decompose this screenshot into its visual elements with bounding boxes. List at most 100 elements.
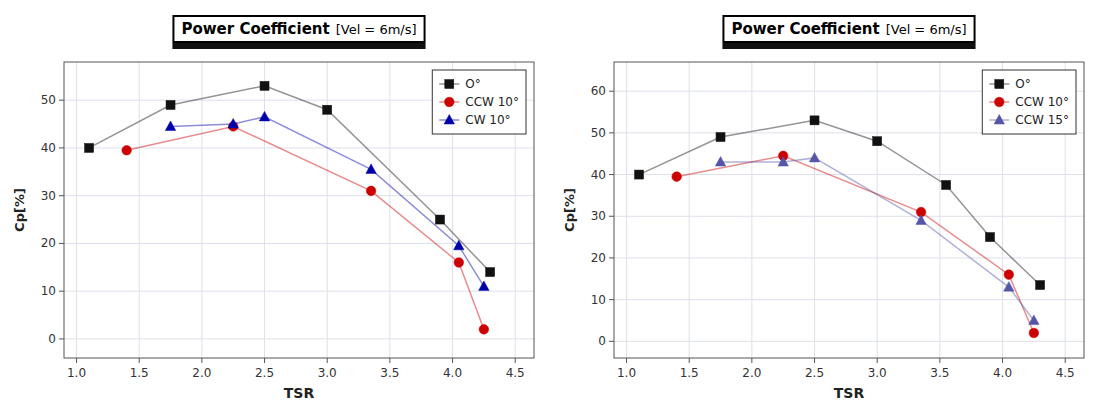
tick-label: 3.5 bbox=[380, 366, 399, 380]
data-point bbox=[942, 180, 951, 189]
tick-label: 2.5 bbox=[255, 366, 274, 380]
legend-item: O° bbox=[989, 77, 1030, 91]
data-point bbox=[1004, 282, 1014, 292]
legend-item: O° bbox=[439, 77, 480, 91]
tick-label: 10 bbox=[41, 284, 56, 298]
data-point bbox=[366, 186, 376, 196]
tick-mark bbox=[59, 100, 64, 101]
legend-marker bbox=[444, 115, 454, 125]
tick-mark bbox=[609, 216, 614, 217]
tick-label: 4.5 bbox=[506, 366, 525, 380]
tick-mark bbox=[751, 358, 752, 363]
data-point bbox=[1036, 281, 1045, 290]
data-point bbox=[810, 116, 819, 125]
data-point bbox=[454, 240, 464, 250]
legend-box bbox=[982, 70, 1076, 134]
grid-line bbox=[64, 291, 534, 292]
tick-label: 40 bbox=[591, 168, 606, 182]
panel: 1.01.52.02.53.03.54.04.50102030405060TSR… bbox=[562, 16, 1084, 401]
tick-label: 4.5 bbox=[1056, 366, 1075, 380]
tick-label: 2.0 bbox=[742, 366, 761, 380]
grid-line bbox=[389, 62, 390, 358]
tick-label: 0 bbox=[598, 334, 606, 348]
tick-mark bbox=[389, 358, 390, 363]
subtitle-text: [Vel = 6m/s] bbox=[886, 22, 967, 37]
grid-line bbox=[64, 195, 534, 196]
tick-mark bbox=[59, 291, 64, 292]
tick-mark bbox=[327, 358, 328, 363]
tick-label: 20 bbox=[591, 251, 606, 265]
series-line bbox=[677, 156, 1034, 333]
tick-mark bbox=[626, 358, 627, 363]
grid-line bbox=[939, 62, 940, 358]
tick-label: 20 bbox=[41, 236, 56, 250]
data-point bbox=[716, 133, 725, 142]
y-axis-label: Cp[%] bbox=[12, 188, 27, 232]
tick-label: 60 bbox=[591, 84, 606, 98]
title-group: Power Coefficient[Vel = 6m/s] bbox=[172, 16, 425, 49]
tick-mark bbox=[264, 358, 265, 363]
tick-label: 4.0 bbox=[443, 366, 462, 380]
data-point bbox=[454, 258, 464, 268]
plot-frame bbox=[614, 62, 1084, 358]
grid-line bbox=[614, 341, 1084, 342]
tick-mark bbox=[609, 91, 614, 92]
grid-line bbox=[877, 62, 878, 358]
data-point bbox=[85, 143, 94, 152]
tick-mark bbox=[689, 358, 690, 363]
data-point bbox=[479, 325, 489, 335]
tick-label: 2.5 bbox=[805, 366, 824, 380]
legend-label: CCW 10° bbox=[1015, 95, 1069, 109]
tick-label: 10 bbox=[591, 293, 606, 307]
subtitle-text: [Vel = 6m/s] bbox=[336, 22, 417, 37]
title-box bbox=[723, 16, 974, 42]
legend-label: O° bbox=[465, 77, 480, 91]
title: Power Coefficient[Vel = 6m/s] bbox=[181, 20, 416, 38]
grid-line bbox=[614, 299, 1084, 300]
tick-mark bbox=[939, 358, 940, 363]
data-point bbox=[1029, 315, 1039, 325]
data-point bbox=[260, 81, 269, 90]
tick-mark bbox=[1002, 358, 1003, 363]
data-area bbox=[635, 116, 1045, 338]
grid-line bbox=[689, 62, 690, 358]
title-box bbox=[173, 16, 424, 42]
legend-label: CCW 10° bbox=[465, 95, 519, 109]
tick-label: 50 bbox=[591, 126, 606, 140]
data-point bbox=[778, 157, 788, 167]
legend-label: CCW 15° bbox=[1015, 113, 1069, 127]
y-axis-label: Cp[%] bbox=[562, 188, 577, 232]
tick-label: 4.0 bbox=[993, 366, 1012, 380]
tick-label: 3.0 bbox=[868, 366, 887, 380]
data-point bbox=[809, 152, 819, 162]
legend-marker bbox=[994, 97, 1004, 107]
legend-marker bbox=[995, 80, 1004, 89]
title-bar bbox=[722, 43, 975, 49]
grid-line bbox=[64, 338, 534, 339]
tick-mark bbox=[515, 358, 516, 363]
tick-mark bbox=[877, 358, 878, 363]
data-point bbox=[479, 281, 489, 291]
legend-marker bbox=[994, 115, 1004, 125]
data-point bbox=[122, 146, 132, 156]
title-group: Power Coefficient[Vel = 6m/s] bbox=[722, 16, 975, 49]
legend-marker bbox=[445, 80, 454, 89]
tick-label: 1.5 bbox=[680, 366, 699, 380]
grid-line bbox=[751, 62, 752, 358]
grid-line bbox=[614, 216, 1084, 217]
title-bar bbox=[172, 43, 425, 49]
data-point bbox=[715, 157, 725, 167]
data-point bbox=[986, 233, 995, 242]
legend-item: CCW 15° bbox=[989, 113, 1069, 127]
grid bbox=[614, 62, 1084, 358]
tick-mark bbox=[609, 132, 614, 133]
grid-line bbox=[201, 62, 202, 358]
legend: O° CCW 10° CCW 15° bbox=[982, 70, 1076, 134]
tick-label: 3.0 bbox=[318, 366, 337, 380]
series-line bbox=[721, 158, 1034, 321]
data-point bbox=[873, 137, 882, 146]
tick-label: 40 bbox=[41, 141, 56, 155]
tick-mark bbox=[609, 257, 614, 258]
legend-box bbox=[432, 70, 526, 134]
series-line bbox=[639, 120, 1040, 285]
